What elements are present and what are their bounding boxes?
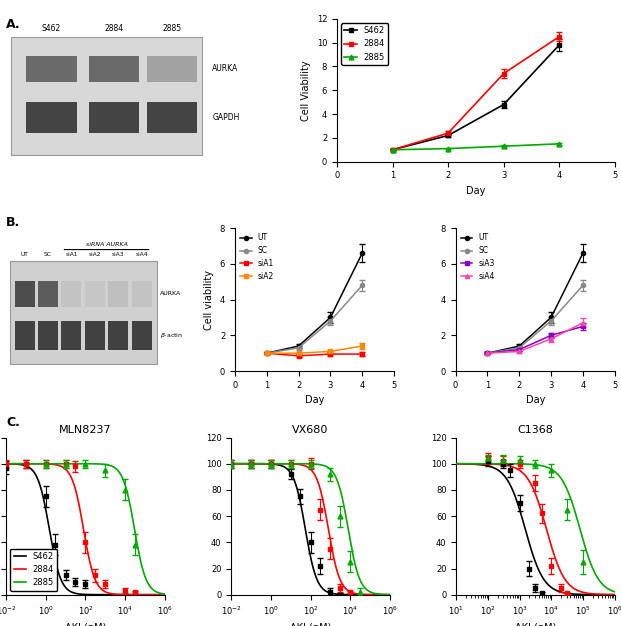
Bar <box>38 321 58 349</box>
Legend: S462, 2884, 2885: S462, 2884, 2885 <box>11 548 58 590</box>
Text: AURKA: AURKA <box>212 64 238 73</box>
Text: siA3: siA3 <box>112 252 124 257</box>
Bar <box>89 101 140 133</box>
Text: siRNA AURKA: siRNA AURKA <box>86 242 127 247</box>
Title: VX680: VX680 <box>292 425 329 435</box>
Bar <box>61 321 81 349</box>
X-axis label: AKI (nM): AKI (nM) <box>515 622 556 626</box>
Title: C1368: C1368 <box>518 425 553 435</box>
X-axis label: AKI (nM): AKI (nM) <box>290 622 331 626</box>
Bar <box>14 281 35 307</box>
Text: AURKA: AURKA <box>160 291 181 296</box>
Bar <box>9 261 156 364</box>
X-axis label: AKI (nM): AKI (nM) <box>65 622 106 626</box>
Bar <box>85 281 105 307</box>
Text: $\beta$-actin: $\beta$-actin <box>160 331 183 340</box>
Title: MLN8237: MLN8237 <box>59 425 112 435</box>
Text: C.: C. <box>6 416 20 429</box>
Text: 2885: 2885 <box>163 24 182 33</box>
Bar <box>61 281 81 307</box>
Legend: S462, 2884, 2885: S462, 2884, 2885 <box>341 23 388 65</box>
Legend: UT, SC, siA1, siA2: UT, SC, siA1, siA2 <box>238 232 276 282</box>
Bar <box>147 101 197 133</box>
Y-axis label: Cell viability: Cell viability <box>204 270 214 330</box>
Text: siA4: siA4 <box>135 252 148 257</box>
Text: GAPDH: GAPDH <box>212 113 240 122</box>
Bar <box>147 56 197 81</box>
Text: SC: SC <box>44 252 52 257</box>
Bar <box>85 321 105 349</box>
Bar <box>14 321 35 349</box>
X-axis label: Day: Day <box>525 396 545 405</box>
Bar <box>108 321 129 349</box>
Legend: UT, SC, siA3, siA4: UT, SC, siA3, siA4 <box>460 232 496 282</box>
Bar <box>26 56 76 81</box>
Text: 2884: 2884 <box>105 24 124 33</box>
Text: siA2: siA2 <box>89 252 101 257</box>
Y-axis label: Cell Viability: Cell Viability <box>301 60 311 121</box>
Bar <box>108 281 129 307</box>
Bar <box>26 101 76 133</box>
Bar <box>132 281 152 307</box>
Text: A.: A. <box>6 18 21 31</box>
X-axis label: Day: Day <box>305 396 324 405</box>
Text: S462: S462 <box>42 24 61 33</box>
Bar <box>38 281 58 307</box>
Text: UT: UT <box>20 252 29 257</box>
Text: B.: B. <box>6 216 20 229</box>
X-axis label: Day: Day <box>466 186 486 196</box>
Text: siA1: siA1 <box>65 252 78 257</box>
Bar <box>89 56 140 81</box>
Bar <box>132 321 152 349</box>
Bar <box>11 38 202 155</box>
